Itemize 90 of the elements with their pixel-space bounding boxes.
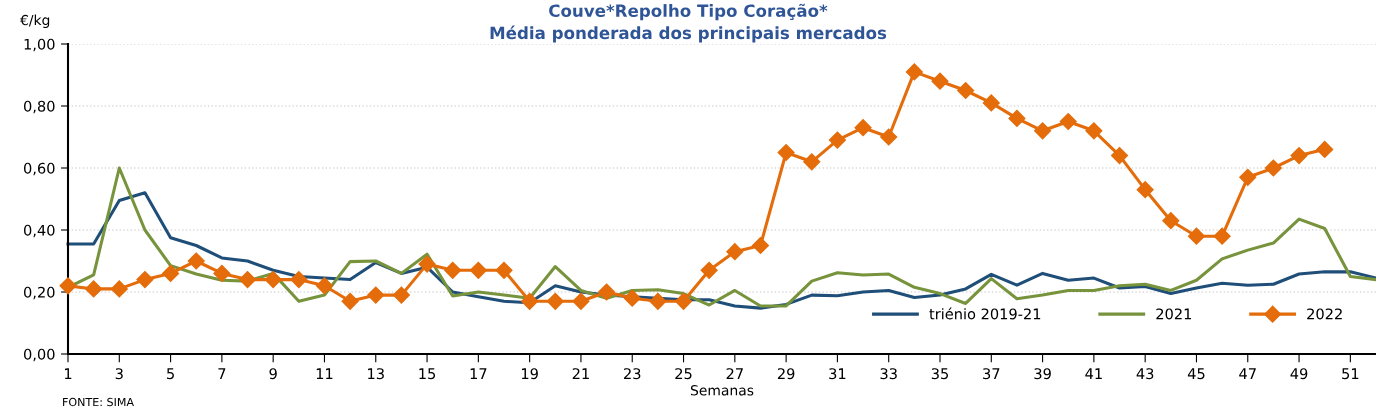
- point: [341, 292, 359, 310]
- point: [854, 119, 872, 137]
- x-tick-label: 25: [675, 368, 692, 380]
- point: [1085, 122, 1103, 140]
- source-note: FONTE: SIMA: [63, 397, 134, 407]
- point: [546, 292, 564, 310]
- point: [751, 236, 770, 255]
- point: [1162, 212, 1180, 230]
- x-tick-label: 7: [218, 368, 226, 379]
- legend-label: triénio 2019-21: [929, 307, 1041, 320]
- point: [957, 81, 975, 100]
- point: [1034, 122, 1052, 140]
- x-tick-label: 49: [1290, 368, 1308, 380]
- x-tick-label: 39: [1034, 368, 1051, 380]
- point: [213, 264, 231, 282]
- x-tick-label: 11: [316, 368, 333, 379]
- legend-label: 2021: [1156, 308, 1192, 320]
- point: [469, 261, 487, 279]
- x-tick-label: 1: [64, 368, 72, 379]
- point: [1059, 112, 1077, 131]
- x-tick-label: 21: [572, 368, 589, 379]
- x-tick-label: 43: [1136, 368, 1154, 380]
- x-tick-label: 19: [521, 368, 538, 380]
- point: [905, 63, 923, 81]
- point: [623, 289, 641, 307]
- x-tick-label: 23: [624, 368, 641, 380]
- x-axis-title: Semanas: [690, 385, 754, 396]
- point: [828, 131, 846, 149]
- point: [290, 271, 308, 289]
- point: [880, 128, 898, 146]
- point: [674, 292, 693, 310]
- point: [1213, 227, 1231, 245]
- chart-title: Couve*Repolho Tipo Coração*: [549, 3, 828, 21]
- legend-label: 2022: [1307, 308, 1342, 320]
- x-tick-label: 27: [726, 368, 743, 379]
- point: [982, 94, 1000, 112]
- point: [392, 286, 410, 304]
- point: [136, 271, 154, 289]
- x-tick-label: 31: [829, 368, 846, 380]
- point: [1239, 168, 1257, 186]
- point: [598, 283, 616, 301]
- x-tick-label: 47: [1239, 368, 1256, 379]
- point: [315, 277, 334, 295]
- point: [700, 261, 718, 279]
- point: [649, 292, 667, 310]
- point: [1110, 147, 1129, 165]
- point: [572, 292, 590, 310]
- point: [803, 153, 821, 171]
- chart-subtitle: Média ponderada dos principais mercados: [490, 25, 887, 43]
- point: [238, 271, 257, 289]
- x-tick-label: 45: [1187, 368, 1205, 380]
- point: [726, 243, 744, 261]
- point: [264, 271, 282, 289]
- point: [187, 252, 205, 270]
- point: [444, 261, 462, 279]
- point: [1264, 159, 1282, 177]
- x-tick-label: 15: [419, 368, 436, 380]
- x-tick-label: 35: [931, 368, 948, 380]
- y-tick-label: 0,80: [23, 100, 55, 114]
- y-tick-label: 0,00: [23, 348, 55, 362]
- point: [495, 261, 513, 279]
- y-tick-label: 1,00: [24, 38, 55, 52]
- point: [1136, 181, 1154, 199]
- point: [59, 277, 77, 295]
- point: [1290, 147, 1308, 165]
- point: [521, 292, 539, 310]
- point: [85, 280, 103, 298]
- y-tick-label: 0,20: [23, 286, 55, 300]
- x-tick-label: 3: [115, 368, 123, 380]
- x-tick-label: 17: [470, 368, 487, 379]
- point: [162, 264, 180, 282]
- x-tick-label: 37: [983, 368, 1000, 380]
- point: [1008, 109, 1026, 127]
- x-tick-label: 33: [880, 368, 897, 380]
- x-tick-label: 29: [777, 368, 795, 380]
- x-tick-label: 41: [1085, 368, 1102, 379]
- point: [367, 286, 385, 304]
- point: [1187, 227, 1206, 245]
- point: [931, 72, 949, 90]
- point: [777, 143, 795, 162]
- y-tick-label: 0,40: [23, 224, 55, 238]
- x-tick-label: 13: [368, 368, 384, 380]
- x-tick-label: 9: [269, 368, 277, 380]
- y-tick-label: 0,60: [23, 162, 55, 176]
- point: [418, 255, 436, 273]
- point: [1316, 140, 1334, 158]
- point: [110, 280, 128, 298]
- y-axis-title: €/kg: [20, 14, 50, 28]
- x-tick-label: 51: [1342, 368, 1359, 380]
- x-tick-label: 5: [167, 368, 174, 380]
